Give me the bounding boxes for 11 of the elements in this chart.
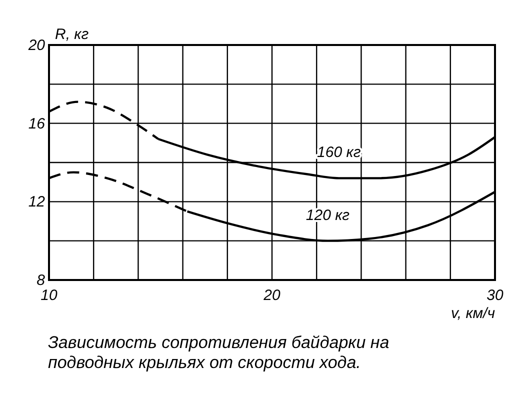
y-tick-label: 8 xyxy=(36,272,46,289)
text: Зависимость сопротивления байдарки на подводных крыльях от скорости хода. xyxy=(48,333,390,372)
series-label: 160 кг xyxy=(317,144,362,162)
y-axis-title: R, кг xyxy=(55,26,90,43)
x-axis-title: v, км/ч xyxy=(450,305,496,322)
x-tick-label: 20 xyxy=(262,287,281,304)
y-tick-label: 12 xyxy=(28,194,46,211)
x-tick-label: 30 xyxy=(486,287,504,304)
y-tick-label: 16 xyxy=(28,115,46,132)
x-tick-label: 10 xyxy=(40,287,58,304)
y-tick-label: 20 xyxy=(27,37,46,54)
